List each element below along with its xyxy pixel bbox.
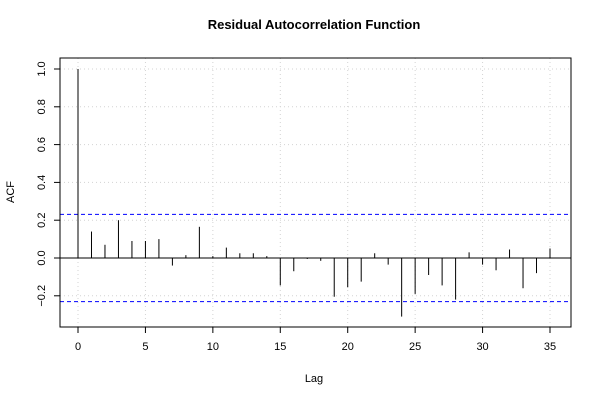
- grid-lines: [60, 58, 571, 327]
- x-axis: 0 5 10 15 20 25 30 35: [75, 326, 556, 353]
- y-tick-label: 0.2: [36, 213, 48, 228]
- y-tick-label: 0.4: [36, 175, 48, 190]
- y-tick-label: 0.0: [36, 250, 48, 265]
- x-tick-label: 30: [476, 341, 488, 353]
- x-tick-label: 20: [342, 341, 354, 353]
- x-axis-label: Lag: [305, 373, 323, 385]
- y-axis: −0.2 0.0 0.2 0.4 0.6 0.8 1.0: [36, 61, 61, 307]
- x-tick-label: 25: [409, 341, 421, 353]
- x-tick-label: 10: [207, 341, 219, 353]
- x-tick-label: 0: [75, 341, 81, 353]
- y-tick-label: −0.2: [36, 285, 48, 307]
- plot-frame: [59, 57, 572, 328]
- y-tick-label: 0.6: [36, 137, 48, 152]
- x-tick-label: 5: [142, 341, 148, 353]
- y-axis-label: ACF: [5, 181, 17, 203]
- confidence-bounds: [60, 213, 571, 303]
- chart-title: Residual Autocorrelation Function: [208, 17, 421, 32]
- y-tick-label: 1.0: [36, 61, 48, 76]
- acf-bars: [60, 69, 571, 317]
- y-tick-label: 0.8: [36, 99, 48, 114]
- x-tick-label: 15: [274, 341, 286, 353]
- x-tick-label: 35: [544, 341, 556, 353]
